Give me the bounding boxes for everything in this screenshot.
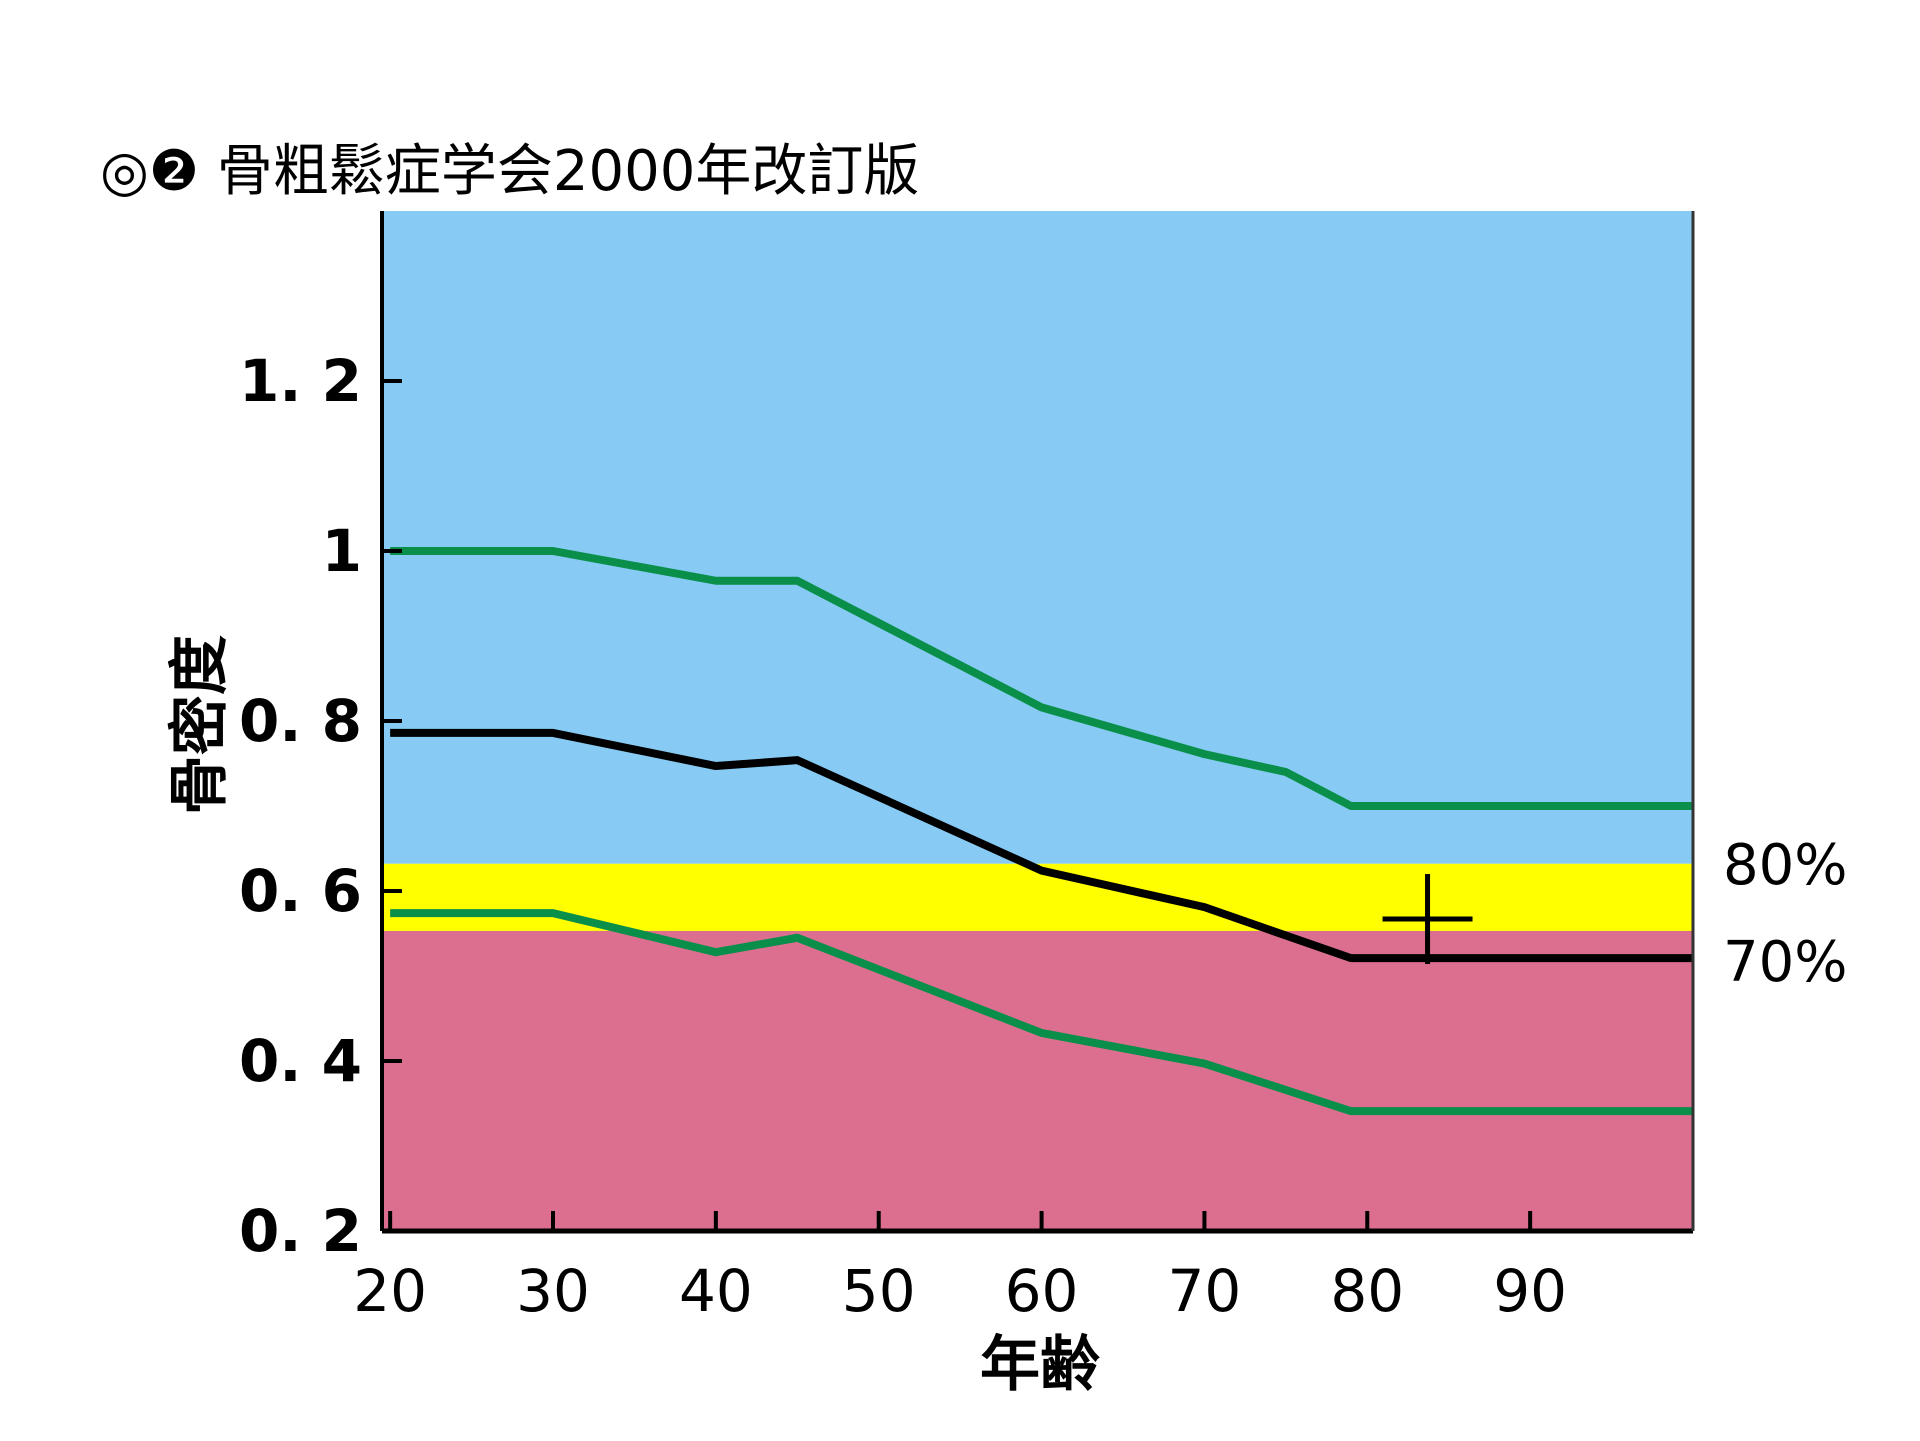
y-axis-label: 骨密度 [165,635,235,815]
band-1 [382,863,1693,931]
y-tick-label: 0. 4 [239,1027,362,1095]
y-tick-label: 1 [322,517,362,585]
x-axis-label: 年齢 [980,1330,1100,1400]
y-tick-label: 0. 6 [239,857,362,925]
series-line-2 [390,909,1693,1116]
x-tick-label: 80 [1330,1257,1404,1325]
chart-title: ◎❷ 骨粗鬆症学会2000年改訂版 [100,139,919,204]
band-label-70%: 70% [1723,930,1847,995]
x-tick-label: 50 [842,1257,916,1325]
x-tick-label: 70 [1168,1257,1242,1325]
series-line-0 [390,547,1693,810]
x-tick-label: 90 [1493,1257,1567,1325]
x-tick-label: 30 [516,1257,590,1325]
x-tick-label: 60 [1005,1257,1079,1325]
band-label-80%: 80% [1723,833,1847,898]
x-tick-label: 20 [353,1257,427,1325]
y-tick-label: 0. 8 [239,687,362,755]
band-2 [382,930,1693,1231]
y-tick-label: 0. 2 [239,1197,362,1265]
series-line-1 [390,728,1693,963]
y-tick-label: 1. 2 [239,347,362,415]
band-0 [382,211,1693,864]
x-tick-label: 40 [679,1257,753,1325]
